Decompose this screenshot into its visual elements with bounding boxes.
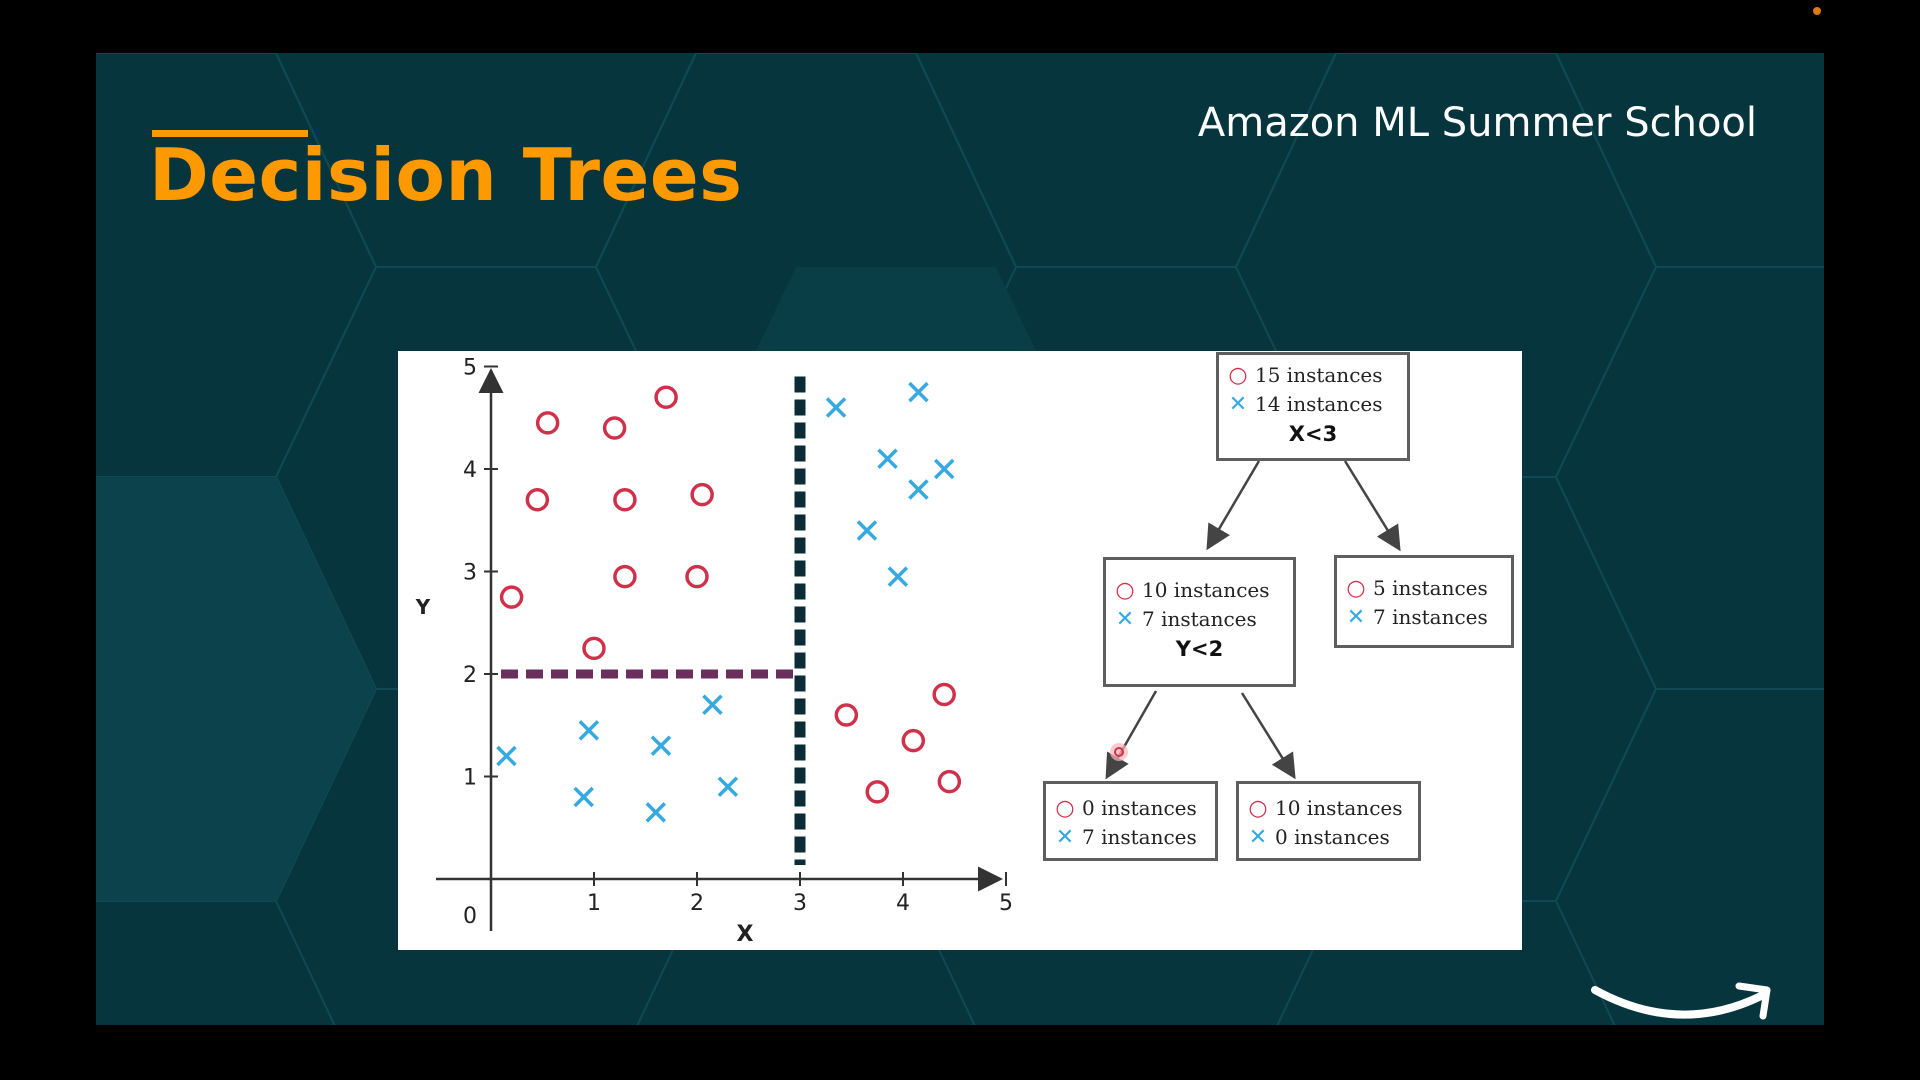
title-accent-bar: [152, 130, 308, 137]
y-tick-label: 1: [463, 766, 477, 791]
data-point-cross: [908, 381, 929, 403]
left-o-count: 10 instances: [1142, 578, 1270, 602]
root-condition: X<3: [1288, 422, 1338, 446]
y-tick-label: 3: [463, 561, 477, 586]
x-tick-label: 5: [999, 891, 1013, 916]
data-point-circle: [613, 564, 637, 589]
circle-class-icon: ○: [1055, 796, 1075, 821]
data-point-circle: [834, 703, 859, 727]
recording-indicator: [1813, 7, 1821, 15]
y-tick-label: 2: [463, 663, 477, 688]
data-point-circle: [602, 416, 627, 440]
data-point-cross: [887, 566, 909, 587]
data-point-cross: [856, 520, 878, 541]
cursor-dot: [1114, 747, 1124, 757]
data-point-circle: [654, 385, 678, 409]
data-point-circle: [525, 488, 550, 512]
tree-edge-arrow: [1206, 460, 1261, 551]
data-point-circle: [901, 728, 926, 753]
tree-left-left-node: ○ 0 instances ✕ 7 instances: [1043, 781, 1218, 861]
data-point-cross: [908, 479, 929, 500]
data-point-cross: [825, 397, 847, 418]
data-point-circle: [932, 682, 956, 707]
tree-right-node: ○ 5 instances ✕ 7 instances: [1334, 555, 1514, 648]
left-x-count: 7 instances: [1142, 607, 1257, 631]
data-point-cross: [496, 745, 517, 767]
data-point-cross: [645, 802, 667, 823]
data-point-cross: [877, 448, 898, 469]
origin-label: 0: [463, 904, 477, 929]
data-point-cross: [578, 720, 600, 741]
data-point-circle: [865, 780, 889, 804]
left-right-o-count: 10 instances: [1275, 796, 1403, 820]
amazon-smile-icon: [1591, 982, 1771, 1020]
data-point-cross: [702, 694, 723, 715]
x-tick-label: 3: [793, 891, 807, 916]
data-point-circle: [582, 636, 606, 661]
tree-edge-arrow: [1240, 692, 1296, 780]
circle-class-icon: ○: [1346, 576, 1366, 601]
data-point-cross: [933, 458, 955, 480]
root-o-count: 15 instances: [1255, 363, 1383, 387]
cross-class-icon: ✕: [1055, 825, 1075, 850]
data-point-circle: [937, 769, 962, 794]
x-axis-label: X: [737, 922, 754, 947]
scatter-plot: 1 2 3 4 5 1 2 3 4 5 0 X Y: [415, 356, 1401, 947]
data-point-circle: [685, 564, 709, 589]
data-point-cross: [650, 735, 672, 756]
right-x-count: 7 instances: [1373, 605, 1488, 629]
brand-label: Amazon ML Summer School: [1197, 100, 1757, 146]
right-o-count: 5 instances: [1373, 576, 1488, 600]
data-point-circle: [690, 482, 714, 507]
tree-root-node: ○ 15 instances ✕ 14 instances X<3: [1216, 352, 1410, 461]
cross-class-icon: ✕: [1346, 605, 1366, 630]
cross-class-icon: ✕: [1115, 607, 1135, 632]
left-left-o-count: 0 instances: [1082, 796, 1197, 820]
data-point-circle: [613, 488, 637, 512]
data-point-cross: [573, 786, 594, 808]
circle-class-icon: ○: [1228, 363, 1248, 388]
tree-left-right-node: ○ 10 instances ✕ 0 instances: [1236, 781, 1421, 861]
circle-class-icon: ○: [1248, 796, 1268, 821]
cursor-highlight: [1110, 743, 1128, 761]
y-tick-label: 5: [463, 356, 477, 381]
tree-edge-arrow: [1105, 690, 1158, 780]
x-tick-label: 4: [896, 891, 910, 916]
circle-class-icon: ○: [1115, 578, 1135, 603]
left-right-x-count: 0 instances: [1275, 825, 1390, 849]
cross-class-icon: ✕: [1228, 392, 1248, 417]
decision-tree-figure: 1 2 3 4 5 1 2 3 4 5 0 X Y ○ 15 instances ✕ 14 instan…: [398, 351, 1522, 950]
y-tick-label: 4: [463, 458, 477, 483]
left-condition: Y<2: [1175, 637, 1224, 661]
root-x-count: 14 instances: [1255, 392, 1383, 416]
data-point-circle: [499, 585, 524, 609]
tree-left-node: ○ 10 instances ✕ 7 instances Y<2: [1103, 557, 1296, 687]
data-point-circle: [535, 411, 560, 435]
x-tick-label: 2: [690, 891, 704, 916]
x-tick-label: 1: [587, 891, 601, 916]
cross-class-icon: ✕: [1248, 825, 1268, 850]
y-axis-label: Y: [415, 595, 431, 619]
tree-edge-arrow: [1343, 460, 1401, 552]
left-left-x-count: 7 instances: [1082, 825, 1197, 849]
slide-title: Decision Trees: [149, 133, 743, 217]
data-point-cross: [717, 776, 739, 797]
